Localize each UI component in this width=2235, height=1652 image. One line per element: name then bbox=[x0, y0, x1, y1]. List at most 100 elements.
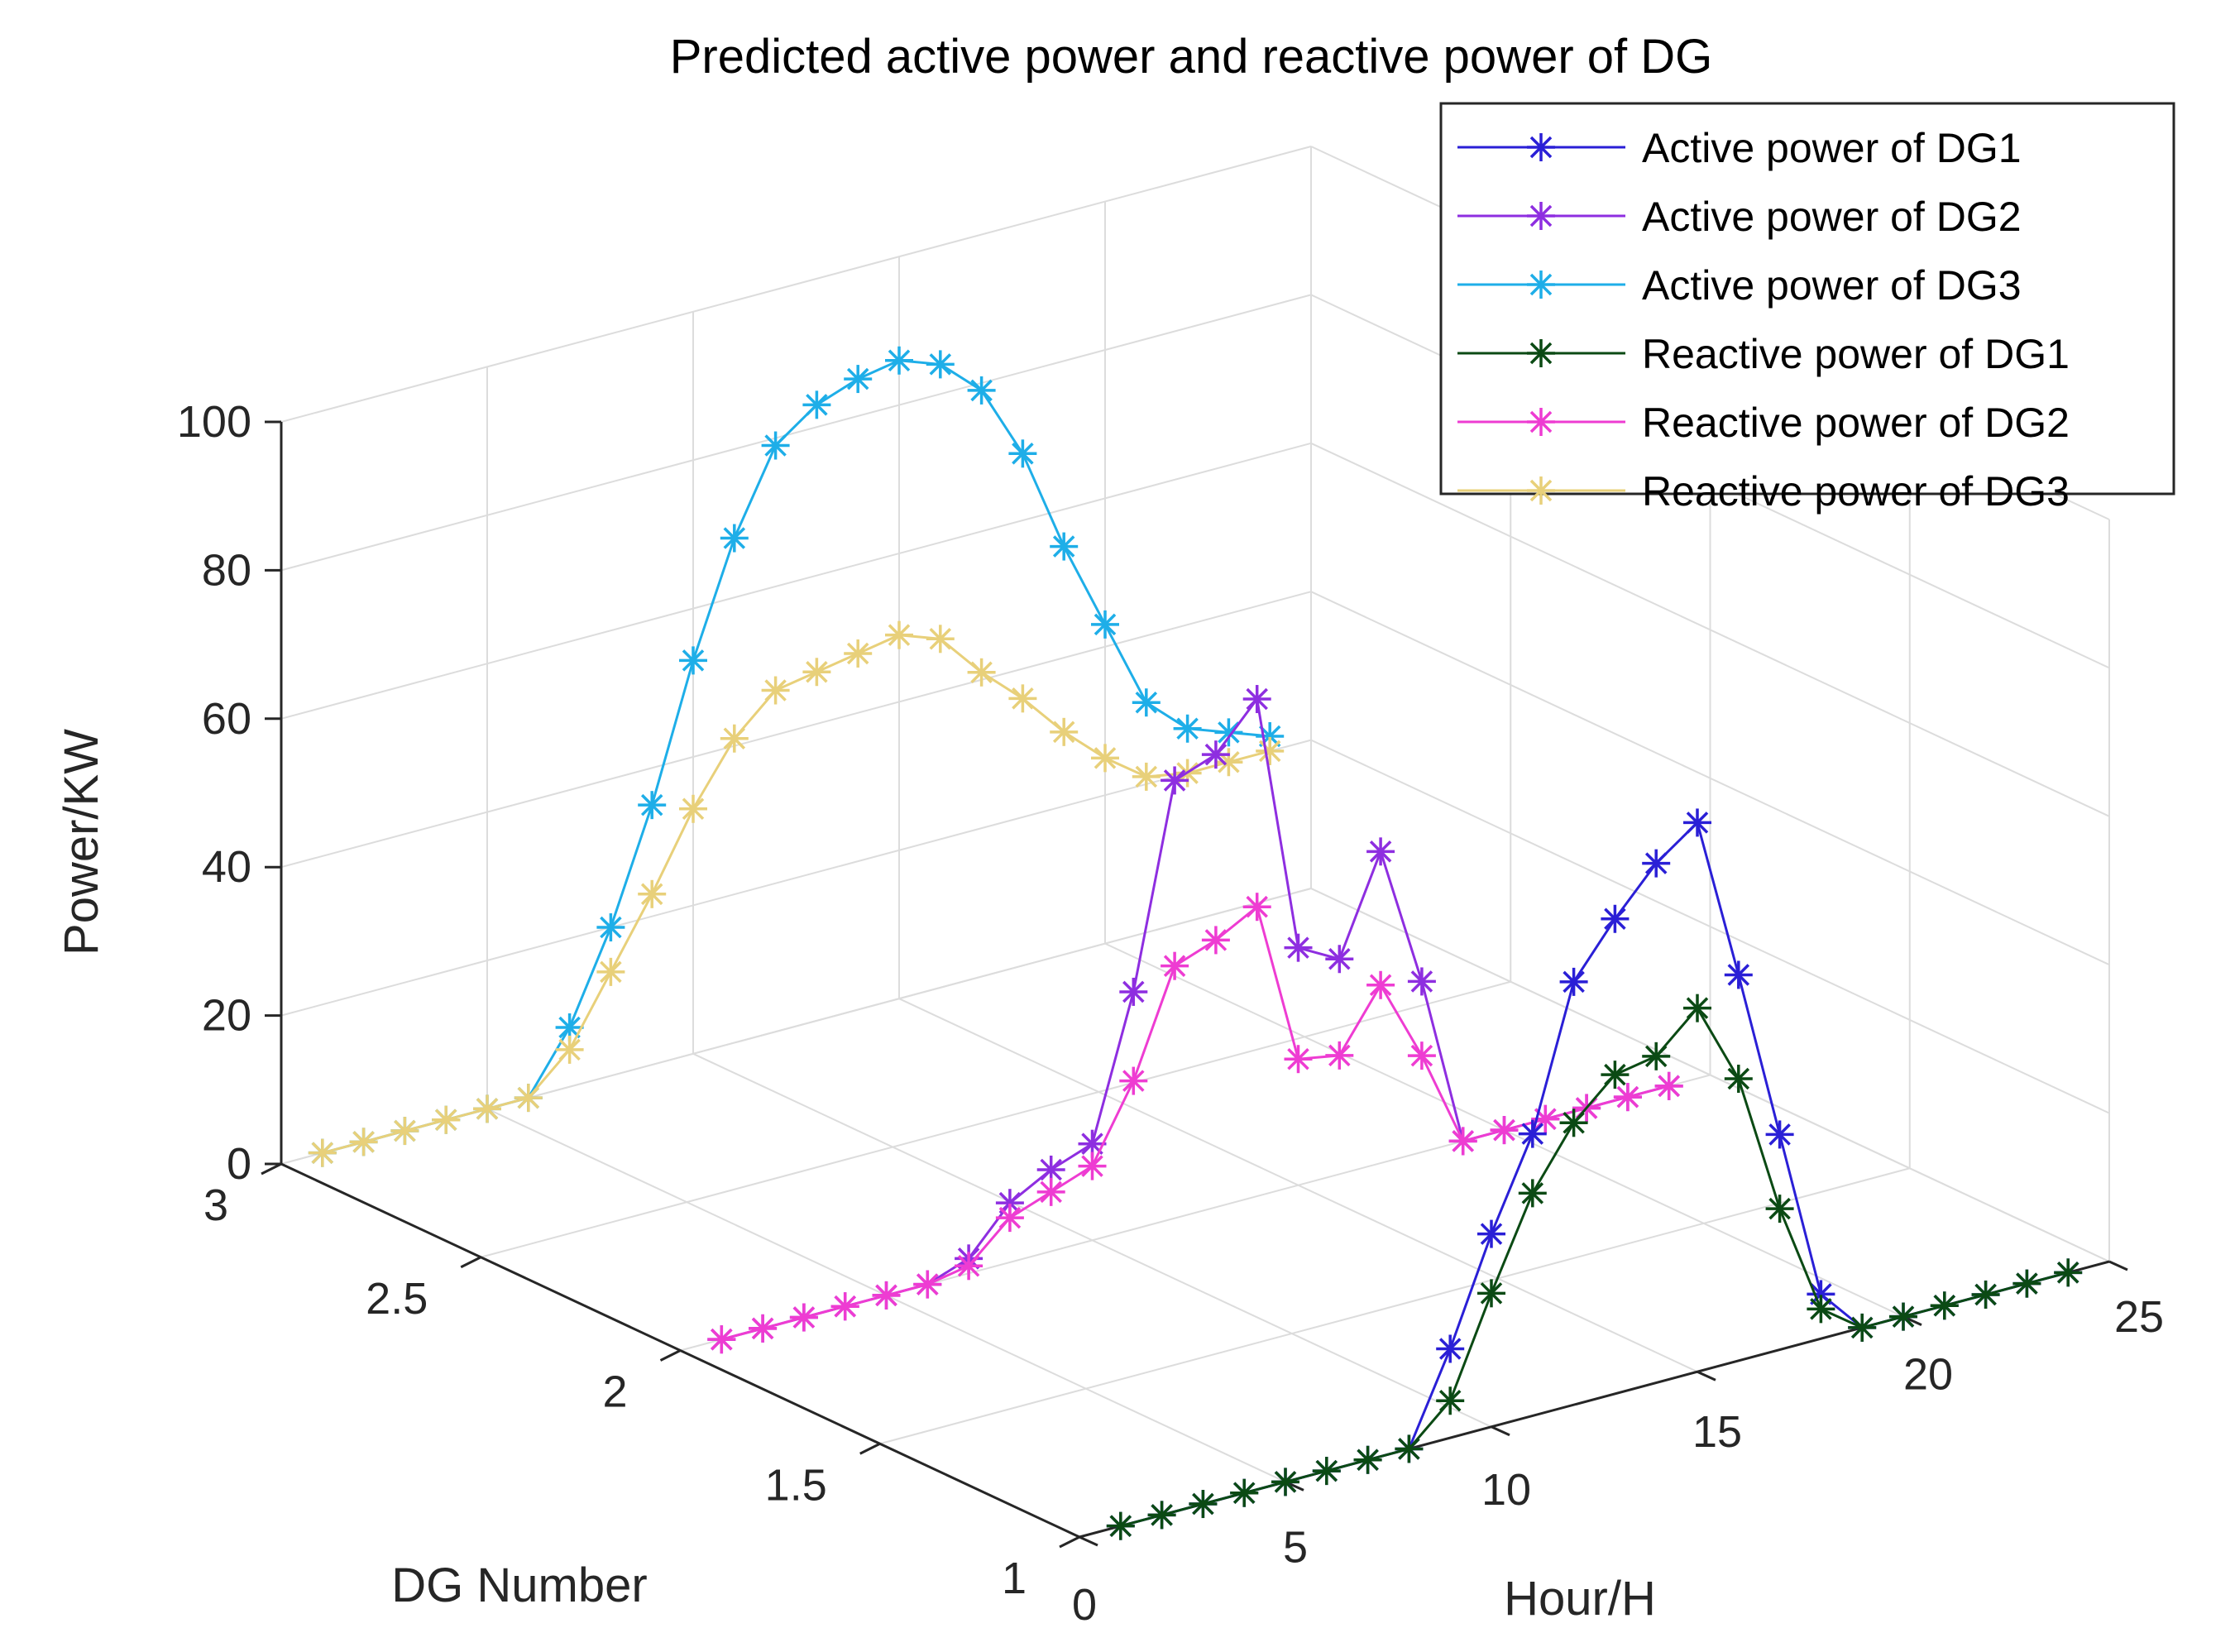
data-point bbox=[1201, 740, 1230, 769]
x-tick-mark bbox=[1079, 1535, 1098, 1547]
legend-label: Active power of DG1 bbox=[1642, 125, 2022, 171]
data-point bbox=[1242, 685, 1271, 714]
grid-line-back-z bbox=[280, 146, 1312, 423]
legend-label: Reactive power of DG3 bbox=[1642, 468, 2070, 515]
legend-label: Reactive power of DG2 bbox=[1642, 400, 2070, 446]
data-point bbox=[1477, 1219, 1505, 1248]
data-point bbox=[1448, 1127, 1477, 1156]
data-point bbox=[830, 1292, 859, 1321]
grid-line-side-z bbox=[1310, 739, 2110, 1114]
data-point bbox=[1683, 994, 1711, 1022]
y-tick-label: 1.5 bbox=[765, 1460, 827, 1510]
series-reactive-power-of-dg2 bbox=[707, 893, 1683, 1354]
data-point bbox=[1050, 717, 1079, 746]
data-point bbox=[1132, 762, 1161, 791]
data-point bbox=[955, 1252, 983, 1281]
y-tick-mark bbox=[1059, 1535, 1080, 1549]
legend-box bbox=[1439, 102, 2175, 496]
data-point bbox=[1325, 1041, 1354, 1070]
data-point bbox=[761, 676, 790, 705]
chart-title: Predicted active power and reactive powe… bbox=[670, 30, 1713, 84]
data-point bbox=[720, 724, 749, 753]
data-point bbox=[1242, 893, 1271, 922]
grid-line-side-z bbox=[1310, 888, 2110, 1262]
data-point bbox=[1366, 970, 1395, 999]
data-point bbox=[1147, 1501, 1176, 1530]
data-point bbox=[749, 1314, 778, 1343]
legend-marker bbox=[1527, 271, 1555, 299]
data-point bbox=[514, 1084, 543, 1113]
data-point bbox=[789, 1303, 818, 1332]
data-point bbox=[802, 658, 831, 687]
data-point bbox=[1395, 1434, 1424, 1463]
data-point bbox=[1284, 1045, 1313, 1074]
data-point bbox=[1407, 1041, 1436, 1070]
data-point bbox=[638, 879, 667, 908]
legend-entry: Active power of DG3 bbox=[1457, 262, 2022, 309]
data-point bbox=[707, 1325, 736, 1354]
data-point bbox=[844, 639, 873, 668]
data-point bbox=[1601, 1061, 1630, 1089]
y-tick-label: 2.5 bbox=[366, 1274, 428, 1324]
data-point bbox=[720, 524, 749, 553]
legend-marker bbox=[1527, 339, 1555, 367]
data-point bbox=[1036, 1177, 1065, 1206]
data-point bbox=[1490, 1116, 1519, 1145]
data-point bbox=[473, 1094, 501, 1123]
data-point bbox=[1173, 714, 1202, 743]
data-point bbox=[1214, 718, 1243, 747]
data-point bbox=[1889, 1302, 1917, 1331]
data-point bbox=[1132, 688, 1161, 717]
y-tick-label: 1 bbox=[1002, 1554, 1027, 1603]
grid-line-floor-y bbox=[480, 980, 1511, 1258]
z-tick-label: 100 bbox=[177, 397, 251, 447]
y-tick-mark bbox=[261, 1162, 282, 1176]
data-point bbox=[1119, 1066, 1148, 1095]
data-point bbox=[390, 1117, 419, 1146]
data-point bbox=[596, 957, 625, 986]
x-tick-label: 0 bbox=[1072, 1580, 1097, 1630]
series-line bbox=[1120, 1006, 2069, 1528]
data-point bbox=[1436, 1386, 1465, 1415]
data-point bbox=[967, 658, 996, 687]
x-axis-label: Hour/H bbox=[1504, 1572, 1656, 1626]
data-point bbox=[1256, 736, 1285, 765]
grid-line-back-z bbox=[280, 294, 1312, 572]
data-point bbox=[432, 1105, 461, 1134]
x-tick-mark bbox=[1697, 1370, 1716, 1381]
data-point bbox=[1325, 945, 1354, 974]
legend-marker bbox=[1527, 202, 1555, 230]
series-line bbox=[322, 634, 1271, 1155]
data-point bbox=[1436, 1334, 1465, 1363]
data-point bbox=[555, 1035, 584, 1064]
legend-entry: Active power of DG2 bbox=[1457, 194, 2022, 240]
y-tick-mark bbox=[659, 1349, 682, 1362]
y-tick-label: 2 bbox=[602, 1367, 627, 1417]
data-point bbox=[967, 376, 996, 405]
data-point bbox=[1353, 1445, 1382, 1474]
legend-marker bbox=[1527, 476, 1555, 505]
legend-label: Reactive power of DG1 bbox=[1642, 331, 2070, 377]
data-point bbox=[1601, 904, 1630, 933]
grid-line-side-z bbox=[1310, 442, 2110, 817]
data-point bbox=[1189, 1490, 1218, 1519]
x-tick-mark bbox=[1491, 1425, 1510, 1437]
data-point bbox=[802, 390, 831, 419]
x-tick-mark bbox=[2108, 1260, 2128, 1271]
data-point bbox=[1161, 951, 1189, 980]
data-point bbox=[679, 794, 707, 823]
y-tick-label: 3 bbox=[203, 1180, 228, 1230]
grid-line-back-z bbox=[280, 739, 1312, 1017]
data-point bbox=[1642, 849, 1671, 878]
data-point bbox=[1930, 1291, 1959, 1320]
data-point bbox=[349, 1128, 378, 1156]
data-point bbox=[1724, 960, 1753, 989]
data-point bbox=[913, 1270, 942, 1299]
data-point bbox=[1971, 1280, 2000, 1309]
data-point bbox=[1230, 1478, 1259, 1507]
data-point bbox=[1683, 808, 1711, 837]
data-point bbox=[1518, 1119, 1547, 1148]
y-tick-mark bbox=[859, 1442, 881, 1455]
data-point bbox=[926, 625, 955, 654]
